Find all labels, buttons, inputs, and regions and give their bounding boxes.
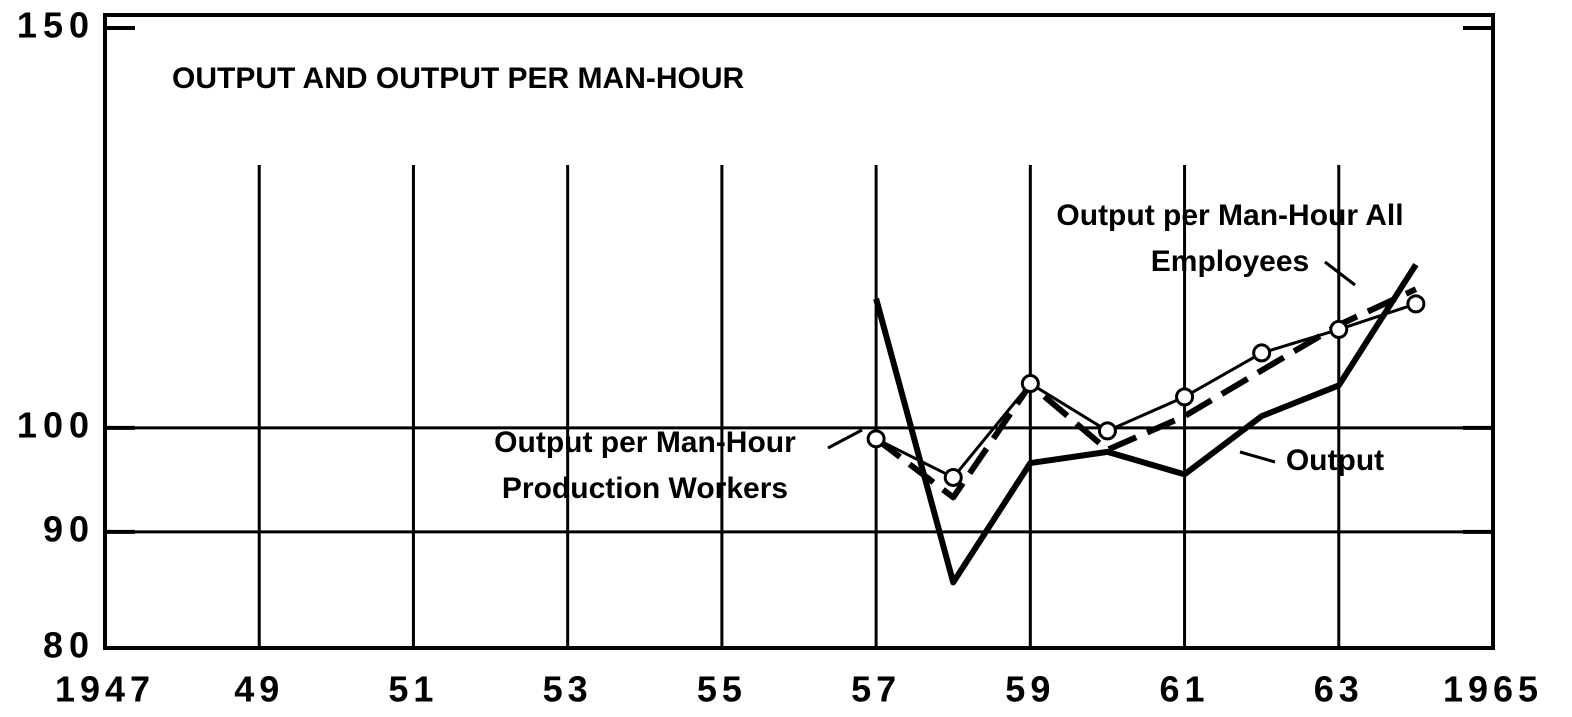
x-tick-label: 63 xyxy=(1314,669,1364,710)
x-tick-label: 57 xyxy=(851,669,901,710)
label-arrow xyxy=(827,428,863,450)
marker xyxy=(943,467,963,487)
marker xyxy=(1175,387,1195,407)
x-tick-label: 59 xyxy=(1005,669,1055,710)
marker xyxy=(1252,343,1272,363)
y-tick-label: 80 xyxy=(43,625,95,666)
x-tick-label: 1965 xyxy=(1443,669,1543,710)
series-label: Output per Man-Hour All Employees xyxy=(1056,199,1404,278)
x-tick-label: 49 xyxy=(234,669,284,710)
series-label: Output per Man-Hour Production Workers xyxy=(494,426,796,505)
marker xyxy=(1097,421,1117,441)
label-arrow xyxy=(1239,450,1276,464)
x-tick-label: 61 xyxy=(1160,669,1210,710)
series-line xyxy=(873,263,1419,586)
x-tick-label: 51 xyxy=(388,669,438,710)
chart-title: OUTPUT AND OUTPUT PER MAN-HOUR xyxy=(172,62,745,95)
marker xyxy=(1329,319,1349,339)
x-tick-label: 55 xyxy=(697,669,747,710)
marker xyxy=(866,429,886,449)
y-tick-label: 150 xyxy=(17,5,95,46)
y-tick-label: 90 xyxy=(43,508,95,549)
series-label: Output xyxy=(1285,444,1385,477)
marker xyxy=(1406,294,1426,314)
frame xyxy=(103,13,1495,650)
x-tick-label: 1947 xyxy=(55,669,155,710)
x-tick-label: 53 xyxy=(543,669,593,710)
label-arrow xyxy=(1324,260,1356,287)
marker xyxy=(1020,374,1040,394)
series-line xyxy=(875,302,1417,479)
y-tick-label: 100 xyxy=(17,404,95,445)
